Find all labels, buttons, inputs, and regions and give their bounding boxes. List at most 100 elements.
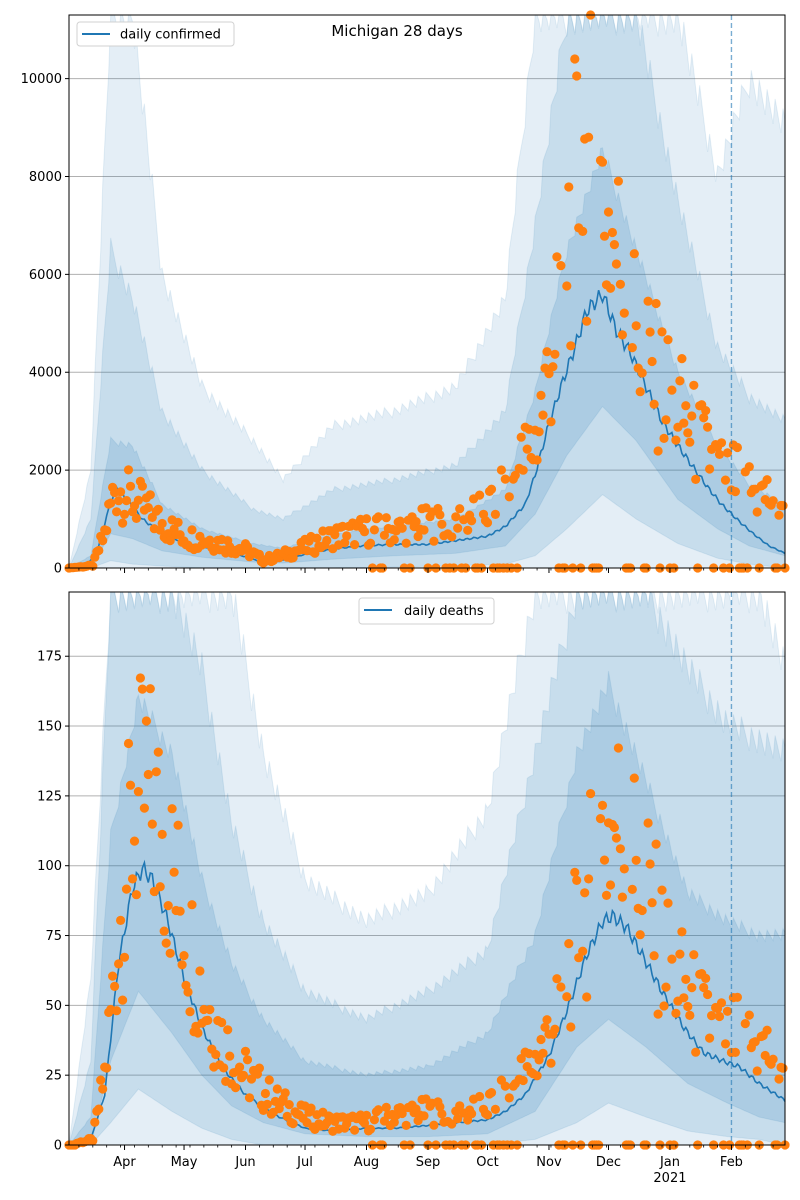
legend-box — [76, 21, 235, 47]
observed-point — [609, 822, 620, 833]
observed-point — [137, 481, 147, 491]
observed-point — [131, 890, 141, 900]
x-month-label: Jul — [296, 1155, 313, 1170]
observed-point — [556, 982, 566, 992]
observed-point — [637, 368, 647, 378]
observed-point — [679, 993, 689, 1003]
observed-point — [419, 1111, 429, 1121]
observed-point — [272, 1084, 282, 1094]
observed-point — [490, 509, 500, 519]
observed-point — [486, 484, 497, 494]
axes-frame — [68, 591, 786, 1146]
observed-point — [238, 1070, 249, 1080]
y-tick-label: 0 — [54, 562, 62, 577]
observed-point — [661, 415, 671, 425]
observed-point — [310, 548, 320, 558]
observed-point — [231, 1083, 241, 1093]
observed-point — [653, 446, 663, 456]
observed-point — [657, 885, 667, 895]
observed-point — [496, 465, 506, 475]
observed-point — [762, 1025, 772, 1035]
observed-point — [659, 1001, 669, 1011]
observed-point — [677, 927, 687, 937]
observed-point — [504, 492, 514, 502]
observed-point — [552, 252, 562, 262]
observed-point — [627, 884, 637, 895]
observed-point — [94, 545, 104, 556]
observed-point — [542, 347, 552, 357]
observed-point — [205, 535, 215, 545]
observed-point — [691, 474, 701, 484]
observed-point — [663, 335, 673, 345]
observed-point — [475, 1091, 485, 1102]
observed-point — [651, 839, 661, 849]
grid-lines — [69, 78, 785, 471]
observed-point — [552, 974, 562, 984]
observed-point — [96, 1075, 106, 1085]
y-tick-label: 10000 — [21, 72, 62, 87]
observed-point — [88, 561, 98, 571]
observed-point — [153, 747, 163, 757]
observed-point — [118, 995, 128, 1005]
observed-point — [774, 510, 784, 520]
observed-point — [720, 475, 731, 485]
observed-point — [714, 449, 725, 459]
legend-label: daily deaths — [404, 604, 484, 619]
observed-point — [217, 1017, 227, 1028]
observed-point — [397, 523, 407, 533]
observed-point — [689, 950, 699, 960]
observed-point — [586, 789, 596, 799]
observed-point — [584, 874, 594, 884]
observed-point — [467, 1109, 477, 1119]
observed-point — [143, 769, 153, 780]
observed-point — [280, 1088, 290, 1098]
observed-point — [114, 959, 124, 969]
observed-point — [647, 898, 657, 908]
observed-confirmed-points — [64, 10, 788, 573]
observed-point — [205, 1005, 215, 1015]
observed-point — [534, 427, 544, 437]
observed-point — [157, 518, 167, 529]
observed-point — [401, 538, 411, 548]
observed-point — [578, 946, 588, 956]
observed-point — [482, 1110, 493, 1120]
observed-point — [429, 1120, 439, 1130]
observed-point — [125, 780, 136, 790]
observed-point — [740, 1019, 750, 1029]
observed-point — [110, 981, 120, 992]
x-month-label: May — [171, 1155, 198, 1170]
observed-point — [536, 1034, 546, 1045]
observed-point — [540, 1022, 550, 1032]
observed-point — [611, 833, 622, 843]
observed-point — [500, 1081, 510, 1091]
observed-point — [369, 525, 379, 535]
observed-point — [98, 536, 108, 546]
y-tick-label: 0 — [54, 1139, 62, 1154]
observed-point — [607, 227, 618, 238]
observed-point — [361, 1110, 372, 1120]
observed-point — [522, 444, 532, 454]
observed-point — [627, 343, 637, 353]
observed-point — [667, 385, 677, 395]
observed-point — [161, 938, 171, 948]
legend-deaths: daily deaths — [358, 597, 495, 625]
observed-point — [516, 432, 526, 442]
observed-point — [599, 855, 610, 865]
observed-point — [131, 513, 141, 524]
observed-point — [705, 1033, 715, 1043]
observed-point — [651, 298, 661, 309]
y-tick-label: 6000 — [29, 268, 62, 283]
x-month-label: Dec — [596, 1155, 621, 1170]
observed-point — [597, 157, 608, 167]
x-month-label: Feb — [720, 1155, 743, 1170]
observed-point — [570, 54, 580, 64]
x-month-label: Aug — [354, 1155, 379, 1170]
observed-point — [133, 787, 143, 797]
observed-point — [768, 1054, 778, 1064]
observed-point — [613, 743, 624, 753]
observed-point — [123, 738, 134, 749]
observed-point — [159, 926, 169, 936]
x-month-label: Oct — [476, 1155, 498, 1170]
observed-point — [121, 884, 132, 894]
observed-point — [675, 376, 685, 386]
